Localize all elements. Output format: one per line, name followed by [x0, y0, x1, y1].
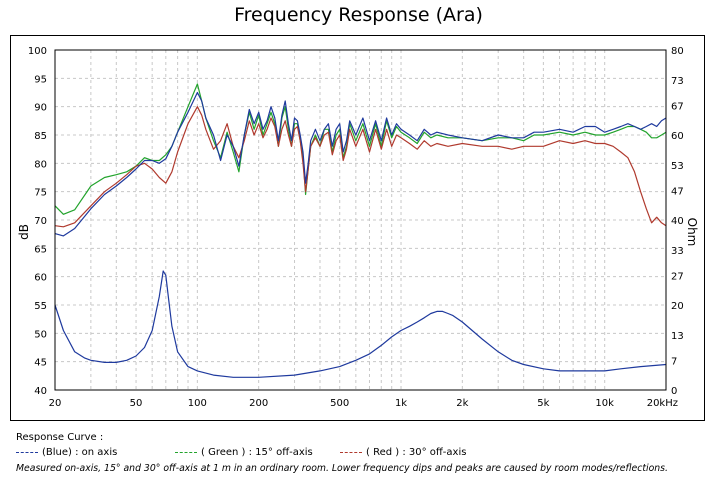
- y2-tick-label: 47: [671, 186, 684, 197]
- y-tick-label: 75: [34, 188, 47, 199]
- legend-swatch-blue: [16, 452, 38, 453]
- y2-axis-label: Ohm: [685, 218, 699, 247]
- y2-tick-label: 7: [671, 356, 677, 367]
- legend-item-red: ( Red ) : 30° off-axis: [340, 447, 466, 458]
- y-tick-label: 60: [34, 273, 47, 284]
- y-tick-label: 85: [34, 131, 47, 142]
- x-tick-label: 200: [249, 398, 268, 409]
- y-tick-label: 55: [34, 301, 47, 312]
- y-tick-label: 70: [34, 216, 47, 227]
- series-line-red: [54, 106, 667, 228]
- x-tick-label: 10k: [595, 398, 614, 409]
- y-axis-ticks: 40 45 50 55 60 65 70 75 80 85 90 95 100: [28, 46, 47, 397]
- y2-tick-label: 0: [671, 386, 677, 397]
- series-lines: [54, 83, 667, 378]
- y2-tick-label: 53: [671, 161, 684, 172]
- x-tick-label: 20: [49, 398, 62, 409]
- legend-swatch-red: [340, 452, 362, 453]
- x-axis-ticks: 20 50 100 200 500 1k 2k 5k 10k 20kHz: [49, 398, 678, 409]
- legend-label-green: ( Green ) : 15° off-axis: [201, 447, 313, 458]
- y2-tick-label: 20: [671, 301, 684, 312]
- x-tick-label: 500: [330, 398, 349, 409]
- plot-area-border: [54, 49, 667, 391]
- y2-tick-label: 27: [671, 271, 684, 282]
- y2-tick-label: 80: [671, 46, 684, 57]
- x-tick-label: 2k: [456, 398, 468, 409]
- y2-tick-label: 40: [671, 216, 684, 227]
- y-tick-label: 50: [34, 329, 47, 340]
- legend-item-green: ( Green ) : 15° off-axis: [175, 447, 313, 458]
- y-tick-label: 45: [34, 358, 47, 369]
- y2-tick-label: 13: [671, 331, 684, 342]
- y2-tick-label: 33: [671, 246, 684, 257]
- chart-svg: 40 45 50 55 60 65 70 75 80 85 90 95 100 0 7 13 20 27 33 40…: [17, 46, 699, 409]
- y2-tick-label: 67: [671, 101, 684, 112]
- legend-swatch-green: [175, 452, 197, 453]
- x-tick-label: 100: [188, 398, 207, 409]
- y-tick-label: 90: [34, 103, 47, 114]
- y2-axis-ticks: 0 7 13 20 27 33 40 47 53 60 67 73 80: [671, 46, 684, 397]
- x-tick-label: 5k: [537, 398, 549, 409]
- legend-label-red: ( Red ) : 30° off-axis: [366, 447, 467, 458]
- y-tick-label: 40: [34, 386, 47, 397]
- x-tick-label: 20kHz: [647, 398, 678, 409]
- x-tick-label: 50: [130, 398, 143, 409]
- x-tick-label: 1k: [395, 398, 407, 409]
- y-tick-label: 100: [28, 46, 47, 57]
- series-line-green: [54, 83, 667, 215]
- y-tick-label: 65: [34, 244, 47, 255]
- chart-frame: [10, 35, 705, 421]
- y-axis-label: dB: [17, 224, 31, 240]
- legend-label-blue: (Blue) : on axis: [42, 447, 118, 458]
- chart-title: Frequency Response (Ara): [234, 4, 483, 26]
- grid: [55, 50, 666, 390]
- impedance-line: [54, 270, 667, 378]
- y-tick-label: 80: [34, 159, 47, 170]
- y-tick-label: 95: [34, 74, 47, 85]
- measurement-note: Measured on-axis, 15° and 30° off-axis a…: [16, 463, 668, 474]
- legend-item-blue: (Blue) : on axis: [16, 447, 117, 458]
- legend-title: Response Curve :: [16, 432, 104, 443]
- y2-tick-label: 60: [671, 131, 684, 142]
- y2-tick-label: 73: [671, 76, 684, 87]
- series-line-blue: [54, 91, 667, 237]
